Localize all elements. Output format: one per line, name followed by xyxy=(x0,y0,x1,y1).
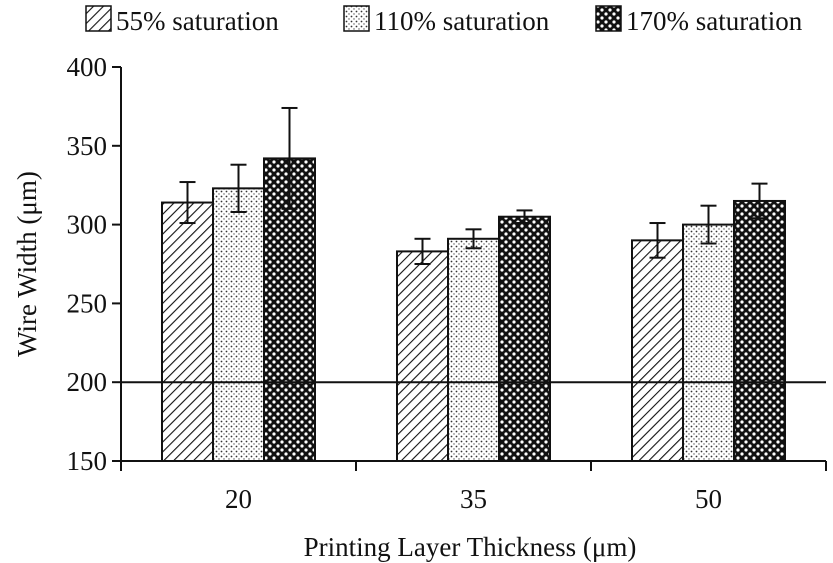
bar-50-series-1 xyxy=(682,223,735,462)
y-tick-label-4: 350 xyxy=(67,131,108,161)
legend-swatch-110 xyxy=(343,5,370,32)
legend: 55% saturation 110% saturation 170% satu… xyxy=(85,5,803,36)
y-tick-label-0: 150 xyxy=(67,446,108,476)
bar-20-series-0 xyxy=(161,201,214,462)
bar-35-series-0 xyxy=(396,250,449,462)
legend-swatch-170 xyxy=(595,5,622,32)
y-tick-label-1: 200 xyxy=(67,367,108,397)
bar-20-series-1 xyxy=(212,187,265,463)
y-tick-label-2: 250 xyxy=(67,288,108,318)
x-axis-title: Printing Layer Thickness (μm) xyxy=(304,532,637,562)
bars xyxy=(161,157,786,463)
bar-35-series-1 xyxy=(447,237,500,462)
bar-50-series-2 xyxy=(733,199,786,463)
y-axis-title: Wire Width (μm) xyxy=(12,171,42,357)
x-axis: 20 35 50 xyxy=(120,460,827,514)
legend-label-110: 110% saturation xyxy=(374,6,550,36)
bar-50-series-0 xyxy=(631,239,684,462)
x-tick-label-1: 35 xyxy=(460,484,487,514)
y-tick-label-5: 400 xyxy=(67,52,108,82)
y-axis: 150 200 250 300 350 400 xyxy=(67,52,122,476)
bar-35-series-2 xyxy=(498,215,551,462)
x-tick-label-2: 50 xyxy=(695,484,722,514)
error-bars xyxy=(179,106,768,265)
y-tick-label-3: 300 xyxy=(67,210,108,240)
legend-swatch-55 xyxy=(85,5,112,32)
legend-label-55: 55% saturation xyxy=(116,6,279,36)
x-tick-label-0: 20 xyxy=(225,484,252,514)
legend-label-170: 170% saturation xyxy=(626,6,803,36)
